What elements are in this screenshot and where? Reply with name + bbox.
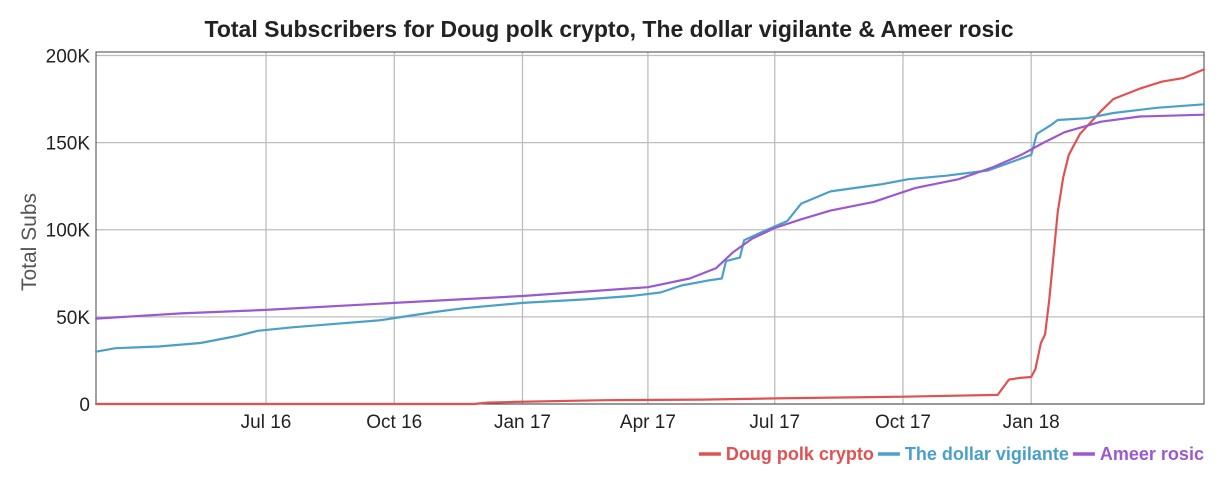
legend-item: Ameer rosic <box>1072 444 1204 464</box>
y-axis-ticks: 0 50K 100K 150K 200K <box>46 46 91 416</box>
series-line-1 <box>94 103 1206 353</box>
y-tick-label: 150K <box>46 134 91 155</box>
legend-label: Ameer rosic <box>1100 444 1204 464</box>
x-tick-label: Oct 17 <box>875 412 931 433</box>
legend-item: The dollar vigilante <box>877 444 1069 464</box>
y-tick-label: 0 <box>79 395 90 416</box>
y-tick-label: 100K <box>46 221 91 242</box>
legend-item: Doug polk crypto <box>698 444 874 464</box>
series-lines <box>94 68 1206 406</box>
x-tick-label: Jan 17 <box>494 412 551 433</box>
series-line-0 <box>94 68 1206 406</box>
y-tick-label: 200K <box>46 46 91 67</box>
y-axis-label: Total Subs <box>18 193 41 291</box>
series-line-2 <box>94 113 1206 320</box>
x-tick-label: Jan 18 <box>1003 412 1060 433</box>
y-tick-label: 50K <box>56 308 90 329</box>
legend-label: The dollar vigilante <box>905 444 1069 464</box>
chart-title: Total Subscribers for Doug polk crypto, … <box>205 16 1014 42</box>
x-axis-ticks: Jul 16 Oct 16 Jan 17 Apr 17 Jul 17 Oct 17 Jan … <box>241 412 1060 433</box>
grid-lines <box>96 52 1204 405</box>
legend: Doug polk crypto The dollar vigilante Amee… <box>698 444 1204 464</box>
x-tick-label: Jul 17 <box>749 412 800 433</box>
legend-label: Doug polk crypto <box>726 444 874 464</box>
plot-frame <box>95 51 1205 405</box>
x-tick-label: Apr 17 <box>620 412 676 433</box>
x-tick-label: Jul 16 <box>241 412 292 433</box>
x-tick-label: Oct 16 <box>366 412 422 433</box>
